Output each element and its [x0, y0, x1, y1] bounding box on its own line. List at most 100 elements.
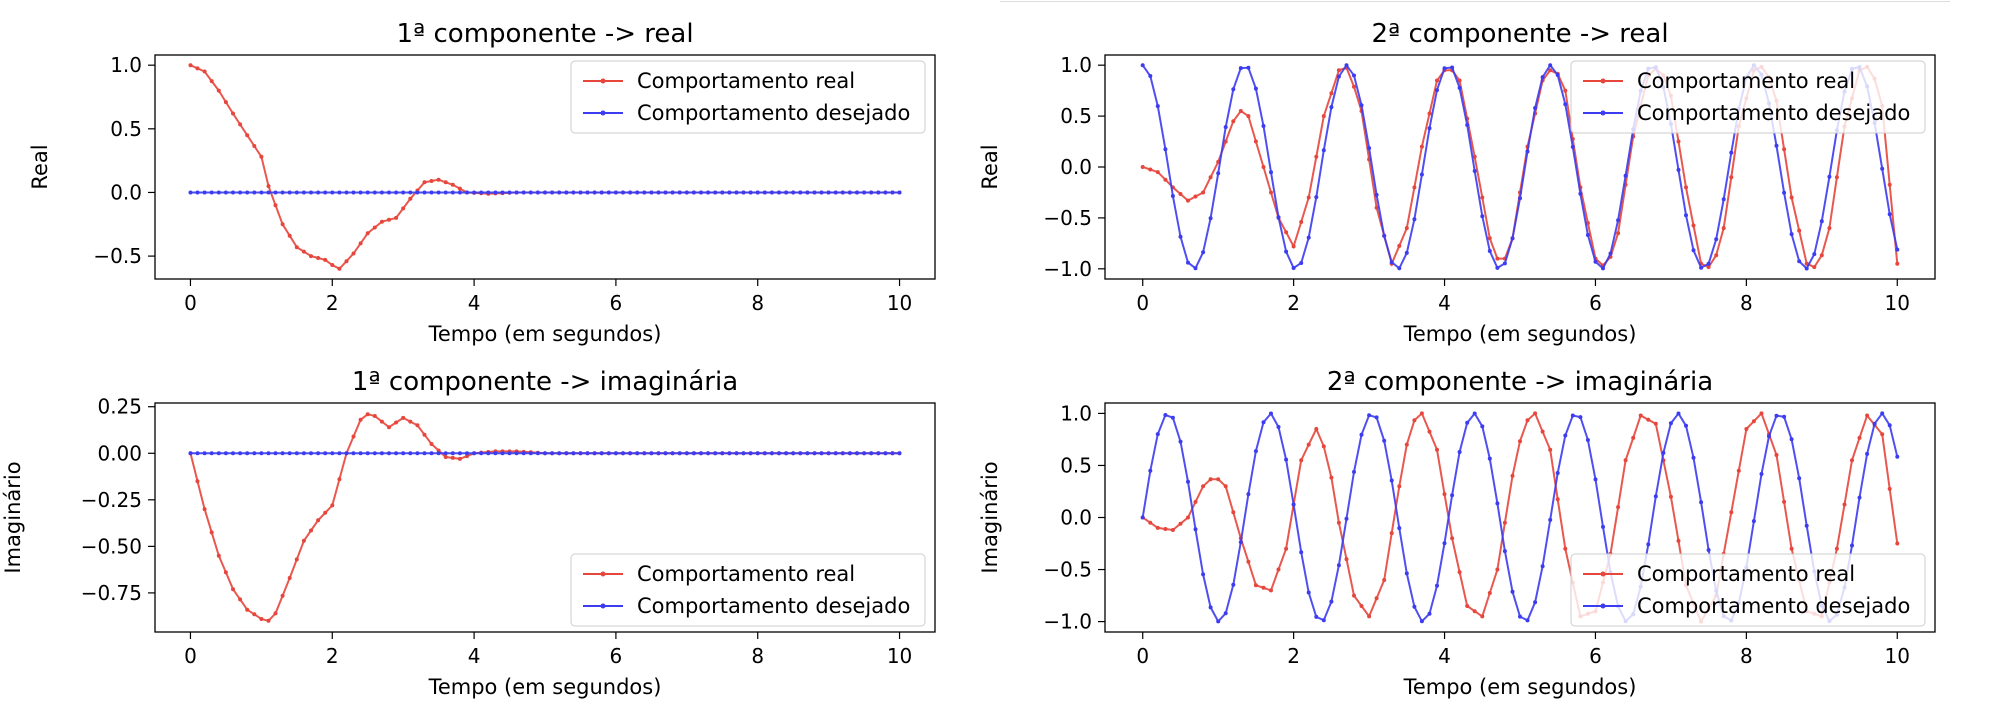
data-point: [358, 190, 363, 195]
chart-title: 2ª componente -> real: [1371, 19, 1668, 49]
data-point: [784, 451, 789, 456]
data-point: [1548, 68, 1553, 73]
data-point: [1178, 521, 1183, 526]
data-point: [578, 190, 583, 195]
data-point: [1887, 212, 1892, 217]
data-point: [769, 190, 774, 195]
data-point: [1616, 218, 1621, 223]
data-point: [1163, 527, 1168, 531]
data-point: [223, 451, 228, 456]
data-point: [223, 190, 228, 195]
data-point: [1691, 223, 1696, 228]
data-point: [273, 451, 278, 456]
data-point: [855, 190, 859, 195]
data-point: [1563, 102, 1568, 107]
y-axis-label: Real: [978, 144, 1002, 189]
data-point: [450, 455, 455, 460]
data-point: [706, 451, 711, 456]
data-point: [1276, 215, 1281, 220]
legend-label-desejado: Comportamento desejado: [637, 101, 910, 125]
data-point: [252, 190, 257, 195]
data-point: [1208, 605, 1213, 610]
data-point: [1502, 549, 1507, 554]
data-point: [401, 190, 406, 195]
data-point: [791, 190, 796, 195]
legend-box: [1570, 60, 1926, 134]
data-point: [656, 451, 661, 456]
data-point: [337, 451, 342, 456]
x-tick-label: 0: [184, 291, 197, 315]
data-point: [1329, 599, 1334, 604]
data-point: [252, 612, 257, 617]
data-point: [273, 203, 278, 208]
data-point: [1585, 438, 1590, 442]
data-point: [1570, 144, 1575, 149]
axes-frame: [154, 402, 936, 633]
data-point: [209, 530, 214, 535]
data-point: [727, 451, 732, 456]
data-point: [543, 451, 547, 456]
data-point: [1887, 486, 1892, 491]
data-point: [805, 190, 810, 195]
data-point: [1510, 589, 1515, 594]
legend: Comportamento real Comportamento desejad…: [570, 60, 926, 134]
data-point: [528, 451, 533, 456]
data-point: [1887, 182, 1892, 187]
data-point: [1563, 88, 1568, 93]
data-point: [578, 451, 583, 456]
data-point: [1563, 546, 1568, 551]
data-point: [1653, 494, 1658, 499]
legend-label-desejado: Comportamento desejado: [1637, 594, 1910, 618]
data-point: [1404, 250, 1409, 255]
data-point: [1699, 265, 1704, 270]
data-point: [1284, 230, 1289, 235]
data-point: [1336, 520, 1341, 525]
x-tick-label: 6: [610, 291, 623, 315]
data-point: [819, 190, 824, 195]
data-point: [855, 451, 859, 456]
legend-box: [570, 553, 926, 627]
data-point: [1193, 266, 1198, 271]
data-point: [1306, 235, 1311, 240]
data-point: [415, 451, 420, 456]
data-point: [443, 180, 448, 185]
data-point: [1789, 195, 1794, 200]
data-point: [897, 190, 902, 195]
data-point: [436, 177, 441, 182]
data-point: [1253, 449, 1258, 454]
data-point: [1419, 619, 1424, 624]
data-point: [1819, 253, 1824, 258]
y-tick-label: 1.0: [1060, 401, 1092, 425]
data-point: [1163, 147, 1168, 152]
data-point: [351, 451, 356, 456]
data-point: [408, 451, 413, 456]
data-point: [1540, 75, 1545, 80]
data-point: [401, 206, 406, 211]
data-point: [1246, 559, 1251, 564]
data-point: [209, 190, 214, 195]
data-point: [1782, 499, 1787, 504]
data-point: [876, 190, 881, 195]
data-point: [216, 88, 221, 93]
data-point: [309, 528, 313, 533]
data-point: [1253, 86, 1258, 91]
data-point: [1872, 421, 1877, 426]
data-point: [847, 451, 852, 456]
data-point: [316, 256, 321, 260]
data-point: [330, 451, 335, 456]
data-point: [777, 190, 781, 195]
data-point: [833, 190, 838, 195]
data-point: [1389, 478, 1394, 483]
data-point: [1797, 259, 1802, 264]
data-point: [585, 190, 590, 195]
data-point: [1344, 557, 1349, 562]
data-point: [1729, 510, 1734, 515]
data-point: [1789, 546, 1794, 551]
data-point: [1208, 216, 1213, 221]
data-point: [1623, 458, 1628, 463]
data-point: [1291, 266, 1296, 270]
data-point: [1216, 171, 1221, 176]
data-point: [1435, 88, 1439, 93]
data-point: [1457, 570, 1462, 575]
data-point: [1352, 593, 1356, 598]
